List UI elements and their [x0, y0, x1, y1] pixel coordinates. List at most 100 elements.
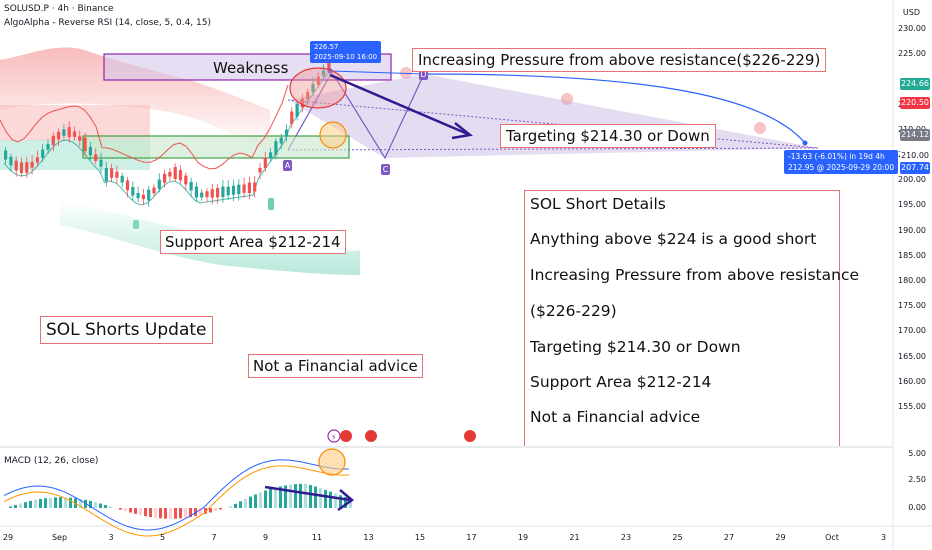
signal-bull-2 [268, 198, 274, 210]
macd-bar [149, 508, 152, 518]
macd-bar [334, 493, 337, 508]
candles [4, 56, 331, 207]
update-note[interactable]: SOL Shorts Update [40, 316, 213, 344]
price-tag: 207.74 [900, 162, 930, 174]
details-title: SOL Short Details [530, 195, 666, 213]
time-tick: 19 [517, 533, 529, 542]
macd-bar [14, 504, 17, 508]
time-tick: 29 [775, 533, 786, 542]
details-panel[interactable] [524, 190, 840, 446]
time-tick: 9 [262, 533, 269, 542]
time-tick: 15 [414, 533, 426, 542]
price-tick: 190.00 [898, 225, 926, 235]
details-line-5: Support Area $212-214 [530, 373, 712, 391]
signal-bull-1 [133, 220, 139, 229]
us-flag-icon [340, 430, 352, 442]
macd-bar [209, 508, 212, 513]
price-tag: 224.66 [900, 78, 930, 90]
projection-curve [423, 73, 806, 144]
signal-bear-3 [754, 122, 766, 134]
macd-bar [144, 508, 147, 517]
price-tag: 214.12 [900, 129, 930, 141]
pattern-point-c[interactable]: C [381, 164, 390, 175]
macd-bar [264, 490, 267, 508]
macd-tick: 2.50 [908, 475, 926, 484]
price-tag: 210.00 [900, 150, 930, 162]
details-line-1: Anything above $224 is a good short [530, 230, 817, 248]
macd-bar [34, 499, 37, 508]
measure-date: 2025-09-10 16:00 [314, 53, 378, 61]
time-tick: 3 [108, 533, 114, 542]
macd-tick: 5.00 [908, 449, 926, 458]
price-tick: 180.00 [898, 276, 926, 285]
disclaimer-note[interactable]: Not a Financial advice [248, 354, 423, 378]
macd-bar [134, 508, 137, 514]
target-note[interactable]: Targeting $214.30 or Down [500, 124, 716, 148]
price-tag: 220.50 [900, 97, 930, 109]
signal-bear-2 [561, 93, 573, 105]
macd-bar [184, 508, 187, 518]
macd-bar [59, 497, 62, 508]
macd-bar [289, 484, 292, 508]
price-tick: 160.00 [898, 376, 926, 386]
price-tick: 155.00 [898, 402, 926, 411]
measure-end-label: -13.63 (-6.01%) in 19d 4h 212.95 @ 2025-… [784, 150, 899, 174]
details-line-2: Increasing Pressure from above resistanc… [530, 266, 860, 284]
macd-bar [129, 508, 132, 513]
measure-start-label: 226.57 2025-09-10 16:00 [310, 41, 382, 63]
time-tick: 5 [159, 533, 166, 542]
measure-change: -13.63 (-6.01%) in 19d 4h [788, 152, 885, 161]
pattern-abcd [287, 70, 425, 160]
short-arrow-head [451, 122, 473, 140]
us-flag-icon [464, 430, 476, 442]
macd-bar [99, 503, 102, 508]
macd-bar [239, 501, 242, 508]
projection-end [802, 140, 808, 146]
projection-start [329, 70, 425, 75]
macd-bar [139, 508, 142, 516]
macd-bar [219, 508, 222, 510]
measure-price: 226.57 [314, 43, 339, 51]
details-line-6: Not a Financial advice [530, 408, 701, 426]
macd-bar [69, 497, 72, 508]
macd-bar [304, 483, 307, 508]
pressure-note[interactable]: Increasing Pressure from above resistanc… [412, 48, 827, 72]
price-tick: 230.00 [898, 24, 926, 33]
macd-bar [109, 506, 112, 508]
macd-bar [189, 508, 192, 518]
time-tick: 13 [363, 533, 374, 542]
macd-line [3, 459, 350, 531]
time-tick: 23 [620, 533, 632, 542]
support-note[interactable]: Support Area $212-214 [160, 230, 346, 254]
resistance-band [0, 47, 270, 150]
macd-bar [319, 488, 322, 508]
pattern-upper [287, 99, 819, 149]
macd-bar [94, 502, 97, 508]
symbol-title[interactable]: SOLUSD.P · 4h · Binance [4, 4, 114, 14]
macd-bar [119, 508, 122, 510]
macd-bar [259, 492, 262, 508]
macd-bar [309, 485, 312, 508]
macd-arrow-head [337, 489, 355, 512]
pattern-point-a[interactable]: A [283, 160, 292, 171]
macd-bar [329, 491, 332, 508]
macd-bar [254, 494, 257, 508]
time-tick: 11 [311, 533, 323, 542]
macd-bar [344, 497, 347, 508]
macd-bar [154, 508, 157, 518]
indicator-title[interactable]: AlgoAlpha - Reverse RSI (14, close, 5, 0… [4, 18, 211, 28]
macd-bar [79, 498, 82, 508]
macd-bar [64, 497, 67, 508]
macd-bar [174, 508, 177, 519]
price-tick: 175.00 [898, 301, 926, 311]
time-tick: Oct [825, 533, 839, 542]
pattern-point-d[interactable]: D [419, 69, 428, 80]
macd-bar [29, 500, 32, 508]
macd-bar [24, 502, 27, 508]
short-arrow [329, 73, 471, 137]
weakness-label[interactable]: Weakness [213, 59, 289, 77]
macd-title[interactable]: MACD (12, 26, close) [4, 456, 99, 466]
macd-bar [164, 508, 167, 519]
price-tick: 225.00 [898, 49, 926, 59]
time-tick: 17 [466, 533, 477, 542]
